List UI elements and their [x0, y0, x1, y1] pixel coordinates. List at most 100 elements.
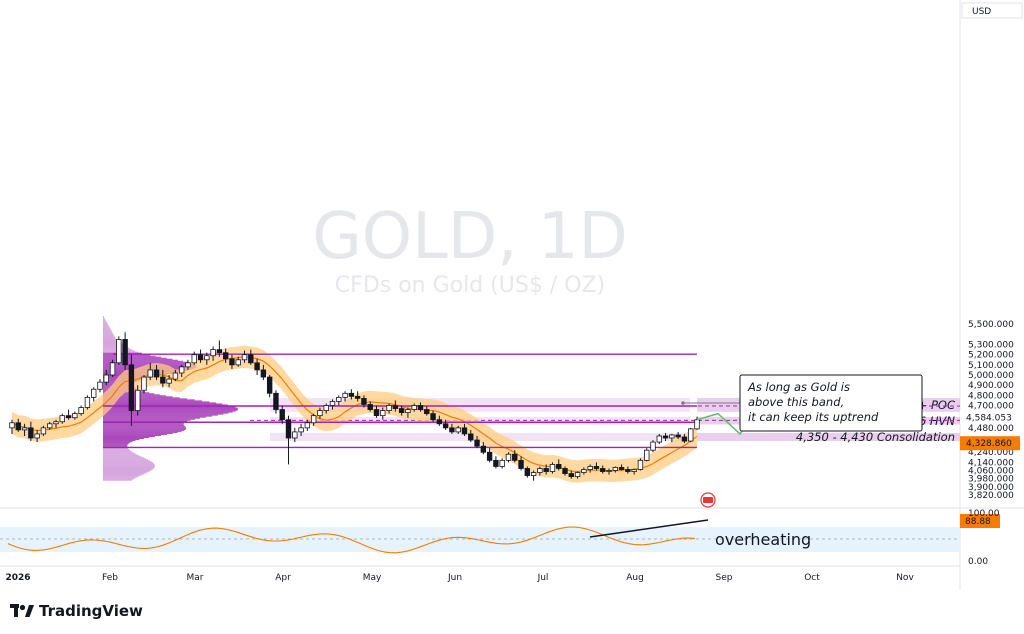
profile-bar — [103, 459, 149, 461]
candlestick-series[interactable] — [9, 332, 700, 481]
price-axis[interactable]: USD 5,500.000 5,300.0005,200.0005,100.0005… — [960, 2, 1023, 501]
candle — [84, 395, 91, 410]
candle-body-down — [436, 419, 443, 425]
profile-bar — [103, 331, 112, 333]
profile-bar — [103, 326, 110, 328]
candle-body-up — [178, 366, 185, 374]
candle-body-up — [97, 381, 103, 390]
tradingview-logo[interactable]: TradingView — [10, 600, 143, 622]
profile-bar — [103, 352, 142, 354]
profile-bar — [103, 332, 113, 334]
candle-body-up — [637, 459, 644, 470]
profile-bar — [103, 409, 238, 411]
candle — [109, 359, 116, 378]
profile-bar — [103, 425, 185, 427]
candle-body-down — [254, 362, 260, 371]
candle-body-down — [222, 352, 229, 360]
candle — [581, 467, 587, 475]
candle — [248, 349, 254, 365]
time-tick-label: 2026 — [5, 573, 30, 583]
time-tick-label: Oct — [804, 573, 820, 583]
candle — [618, 464, 625, 471]
profile-bar — [103, 438, 144, 440]
profile-bar — [103, 418, 195, 420]
price-badge — [960, 410, 1020, 425]
profile-bar — [103, 347, 129, 349]
watermark-symbol: GOLD, 1D — [312, 200, 628, 274]
candle — [512, 450, 518, 463]
candle — [499, 458, 505, 469]
profile-bar — [103, 399, 195, 401]
candle — [549, 462, 556, 474]
candle — [574, 471, 581, 479]
candle — [128, 354, 135, 426]
profile-bar — [103, 434, 162, 436]
profile-bar — [103, 470, 151, 472]
profile-bar — [103, 335, 115, 337]
profile-bar — [103, 479, 132, 481]
candle-body-up — [191, 354, 197, 364]
candle-body-up — [172, 372, 179, 380]
profile-bar — [103, 464, 155, 466]
candle — [273, 390, 279, 414]
candle — [543, 464, 549, 475]
price-chart[interactable]: GOLD, 1D CFDs on Gold (US$ / OZ) 4,638 -… — [0, 0, 1024, 600]
profile-bar — [103, 436, 150, 438]
profile-bar — [103, 334, 114, 336]
candle-body-up — [59, 415, 65, 423]
profile-bar — [103, 463, 155, 465]
profile-bar — [103, 432, 173, 434]
profile-bar — [103, 469, 152, 471]
time-axis[interactable]: 2026 Feb Mar Apr May Jun Jul Aug Sep Oct Nov — [5, 573, 914, 583]
profile-bar — [103, 477, 136, 479]
candle-body-up — [405, 409, 411, 414]
candle-body-down — [15, 422, 21, 431]
profile-bar — [103, 341, 118, 343]
candle-body-up — [499, 459, 505, 467]
candle-body-up — [53, 421, 59, 425]
candle — [656, 433, 662, 445]
candle-body-up — [141, 376, 147, 391]
candle — [34, 429, 40, 443]
profile-bar — [103, 420, 188, 422]
time-tick-label: Jun — [447, 573, 462, 583]
profile-bar — [103, 342, 119, 344]
profile-bar — [103, 324, 109, 326]
profile-bar — [103, 317, 105, 319]
profile-bar — [103, 458, 147, 460]
profile-bar — [103, 439, 140, 441]
candle-body-up — [166, 378, 172, 384]
candle — [411, 403, 417, 412]
candle — [254, 358, 260, 376]
candle — [172, 369, 179, 382]
candle — [662, 432, 669, 442]
profile-bar — [103, 415, 212, 417]
candle-body-down — [681, 436, 688, 442]
annotation-text: As long as Gold is — [747, 380, 850, 394]
candle — [40, 425, 47, 436]
candle-body-down — [229, 358, 235, 366]
candle-body-up — [329, 401, 336, 406]
profile-bar — [103, 408, 239, 410]
profile-bar — [103, 336, 115, 338]
candle — [474, 435, 480, 449]
candle-body-down — [449, 427, 455, 433]
candle — [380, 407, 386, 420]
candle — [72, 411, 78, 420]
price-tick-label: 4,800.000 — [968, 391, 1014, 401]
candle-body-down — [248, 354, 254, 364]
profile-bar — [103, 400, 203, 402]
candle-body-up — [317, 410, 323, 417]
candle — [222, 348, 229, 363]
profile-bar — [103, 441, 133, 443]
candle — [204, 352, 210, 365]
candle-body-up — [505, 453, 512, 461]
candle-body-down — [493, 459, 499, 467]
candle-body-up — [612, 467, 619, 471]
profile-bar — [103, 443, 129, 445]
candle — [336, 395, 342, 406]
candle — [688, 427, 694, 443]
candle — [392, 400, 399, 412]
price-tick-label: 4,700.000 — [968, 401, 1014, 411]
candle-body-up — [549, 464, 556, 472]
